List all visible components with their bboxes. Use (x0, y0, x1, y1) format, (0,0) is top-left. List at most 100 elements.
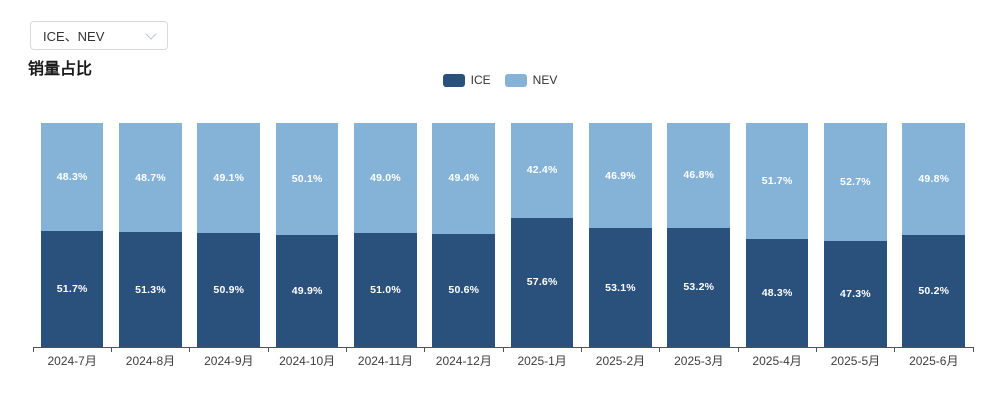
x-axis-label: 2025-2月 (595, 354, 646, 368)
axis-tick (32, 347, 34, 352)
bar-segment-nev[interactable]: 50.1% (275, 123, 339, 236)
bar-value-label: 46.9% (605, 169, 636, 182)
axis-tick (659, 347, 661, 352)
bar-value-label: 48.7% (135, 171, 166, 184)
bar-column: 46.8% 53.2% (660, 123, 738, 347)
bar-segment-ice[interactable]: 53.2% (667, 227, 731, 347)
bar-value-label: 51.3% (135, 283, 166, 296)
bar-value-label: 47.3% (840, 288, 871, 301)
x-axis-label: 2025-4月 (752, 354, 802, 368)
stacked-bar: 48.7% 51.3% (119, 123, 182, 347)
stacked-bar: 51.7% 48.3% (745, 123, 809, 347)
bar-value-label: 48.3% (56, 171, 88, 184)
stacked-bar: 46.9% 53.1% (589, 123, 652, 347)
stacked-bar: 42.4% 57.6% (510, 123, 574, 347)
series-select-value: ICE、NEV (43, 29, 105, 44)
x-axis-label: 2024-12月 (435, 354, 492, 368)
bar-segment-nev[interactable]: 52.7% (824, 123, 887, 242)
x-axis-label: 2025-3月 (674, 354, 724, 368)
bar-segment-ice[interactable]: 49.9% (275, 235, 339, 347)
bar-segment-ice[interactable]: 51.7% (40, 231, 104, 347)
chart-title: 销量占比 (28, 61, 93, 78)
bar-segment-ice[interactable]: 50.9% (197, 232, 261, 347)
bar-segment-ice[interactable]: 47.3% (824, 241, 887, 347)
axis-tick (972, 347, 974, 352)
stacked-bar: 52.7% 47.3% (824, 123, 887, 347)
bar-column: 49.1% 50.9% (190, 123, 268, 347)
bar-value-label: 49.8% (918, 172, 950, 185)
bar-column: 49.8% 50.2% (895, 123, 973, 347)
bar-value-label: 53.1% (605, 281, 636, 294)
stacked-bar: 49.1% 50.9% (197, 123, 261, 347)
bar-value-label: 51.0% (370, 283, 401, 296)
legend-label-nev: NEV (532, 73, 558, 87)
legend-swatch-ice (442, 73, 465, 87)
bar-value-label: 50.1% (291, 173, 323, 186)
bar-segment-ice[interactable]: 51.0% (354, 232, 417, 347)
bar-value-label: 51.7% (56, 283, 88, 296)
bar-segment-ice[interactable]: 53.1% (589, 228, 652, 347)
bar-value-label: 46.8% (683, 169, 715, 182)
legend-item-ice[interactable]: ICE (442, 73, 491, 87)
axis-tick (502, 347, 504, 352)
bar-value-label: 50.9% (213, 283, 245, 296)
axis-tick (424, 347, 426, 352)
bar-segment-ice[interactable]: 50.6% (432, 233, 496, 347)
bar-value-label: 57.6% (526, 276, 558, 289)
axis-tick (189, 347, 191, 352)
bar-value-label: 53.2% (683, 281, 715, 294)
axis-tick (110, 347, 112, 352)
x-axis-label: 2024-8月 (125, 354, 176, 368)
bar-segment-ice[interactable]: 48.3% (745, 238, 809, 347)
bar-segment-nev[interactable]: 46.8% (667, 123, 731, 228)
stacked-bar: 49.8% 50.2% (902, 123, 966, 347)
bar-segment-nev[interactable]: 49.4% (432, 123, 496, 234)
bar-segment-ice[interactable]: 50.2% (902, 234, 966, 347)
bar-value-label: 52.7% (840, 176, 871, 189)
plot-area: 48.3% 51.7% 48.7% 51.3% 49.1% 50.9% 50.1% 49.9%… (32, 123, 974, 352)
legend-swatch-nev (504, 73, 527, 87)
bar-column: 46.9% 53.1% (581, 123, 659, 347)
x-axis-label: 2024-7月 (47, 354, 97, 368)
bar-value-label: 51.7% (761, 174, 793, 187)
bar-value-label: 49.0% (370, 171, 401, 184)
bar-segment-nev[interactable]: 49.0% (354, 123, 417, 233)
legend-label-ice: ICE (470, 73, 491, 87)
bar-column: 42.4% 57.6% (503, 123, 581, 347)
chevron-down-icon (145, 27, 157, 40)
x-axis-label: 2025-5月 (830, 354, 881, 368)
bar-value-label: 50.6% (448, 284, 480, 297)
bar-segment-nev[interactable]: 51.7% (745, 123, 809, 239)
stacked-bar: 50.1% 49.9% (275, 123, 339, 347)
axis-tick (580, 347, 582, 352)
stacked-bar: 49.4% 50.6% (432, 123, 496, 347)
legend-item-nev[interactable]: NEV (504, 73, 558, 87)
axis-tick (815, 347, 817, 352)
bar-column: 52.7% 47.3% (816, 123, 894, 347)
x-axis-labels: 2024-7月 2024-8月 2024-9月 2024-10月 2024-11月 202… (33, 352, 973, 369)
axis-tick (267, 347, 269, 352)
series-select[interactable]: ICE、NEV (30, 21, 168, 50)
bar-column: 48.7% 51.3% (111, 123, 189, 347)
bar-value-label: 49.4% (448, 172, 480, 185)
bar-segment-nev[interactable]: 42.4% (510, 123, 574, 218)
bar-segment-nev[interactable]: 49.1% (197, 123, 261, 233)
bar-value-label: 49.1% (213, 171, 245, 184)
x-axis-label: 2024-11月 (357, 354, 414, 368)
legend: ICE NEV (0, 73, 1000, 87)
bar-segment-nev[interactable]: 46.9% (589, 123, 652, 229)
stacked-bar: 48.3% 51.7% (40, 123, 104, 347)
bar-segment-nev[interactable]: 49.8% (902, 123, 966, 235)
axis-tick (737, 347, 739, 352)
stacked-bar: 46.8% 53.2% (667, 123, 731, 347)
x-axis-label: 2025-1月 (517, 354, 567, 368)
x-axis-label: 2025-6月 (909, 354, 959, 368)
bar-column: 48.3% 51.7% (33, 123, 111, 347)
bar-segment-ice[interactable]: 57.6% (510, 217, 574, 347)
bar-segment-ice[interactable]: 51.3% (119, 232, 182, 347)
bar-segment-nev[interactable]: 48.3% (40, 123, 104, 232)
bar-segment-nev[interactable]: 48.7% (119, 123, 182, 233)
bar-column: 49.0% 51.0% (346, 123, 424, 347)
bar-value-label: 48.3% (761, 286, 793, 299)
